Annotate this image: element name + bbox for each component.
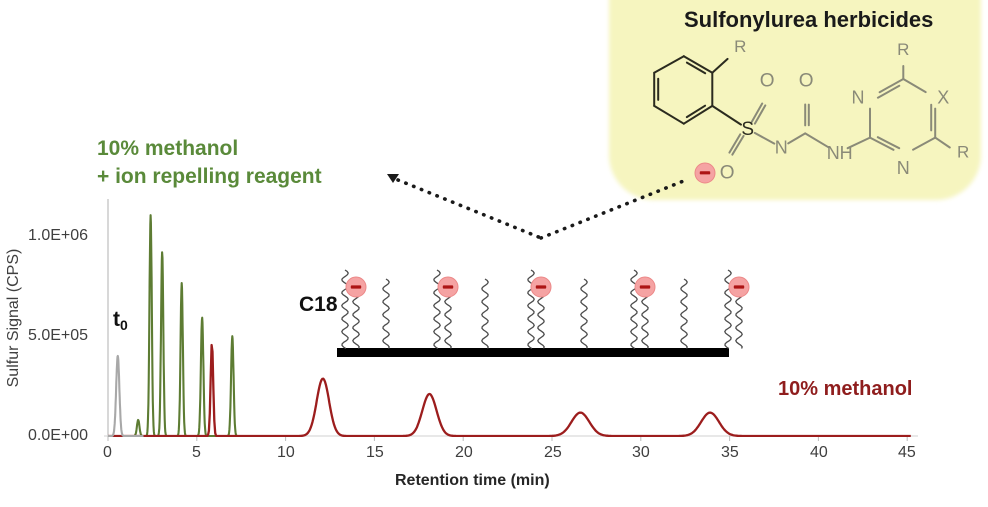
svg-text:O: O	[760, 71, 775, 92]
svg-text:X: X	[937, 88, 949, 108]
svg-text:R: R	[897, 40, 909, 59]
svg-text:O: O	[720, 163, 735, 184]
svg-text:NH: NH	[827, 143, 853, 163]
svg-text:N: N	[897, 158, 910, 178]
svg-text:R: R	[957, 143, 969, 162]
svg-text:O: O	[799, 71, 814, 92]
svg-text:R: R	[734, 37, 746, 56]
svg-text:S: S	[741, 119, 754, 140]
svg-text:N: N	[852, 88, 865, 108]
svg-text:N: N	[775, 138, 788, 158]
